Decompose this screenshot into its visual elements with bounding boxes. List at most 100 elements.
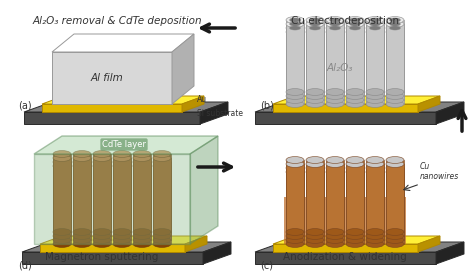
Polygon shape (273, 104, 418, 112)
Ellipse shape (53, 151, 71, 157)
Polygon shape (24, 112, 200, 124)
Ellipse shape (53, 163, 71, 169)
Text: (a): (a) (18, 101, 32, 111)
Ellipse shape (93, 237, 111, 243)
Ellipse shape (286, 16, 304, 23)
Ellipse shape (346, 237, 364, 243)
Ellipse shape (53, 155, 71, 162)
Ellipse shape (286, 233, 304, 239)
Ellipse shape (326, 240, 344, 247)
Ellipse shape (326, 165, 344, 171)
Ellipse shape (366, 237, 384, 243)
Ellipse shape (53, 229, 71, 235)
Ellipse shape (386, 165, 404, 171)
Polygon shape (113, 166, 131, 244)
Polygon shape (326, 28, 344, 100)
Ellipse shape (346, 28, 364, 35)
Ellipse shape (133, 163, 151, 169)
Ellipse shape (286, 21, 304, 27)
Polygon shape (255, 252, 436, 264)
Polygon shape (93, 158, 111, 236)
Ellipse shape (370, 18, 381, 22)
Ellipse shape (133, 233, 151, 239)
Ellipse shape (113, 240, 131, 247)
Ellipse shape (306, 161, 324, 167)
Polygon shape (133, 154, 151, 232)
Ellipse shape (346, 16, 364, 23)
Ellipse shape (326, 88, 344, 95)
Ellipse shape (366, 240, 384, 247)
Ellipse shape (386, 237, 404, 243)
Ellipse shape (93, 151, 111, 157)
Polygon shape (73, 158, 91, 236)
Ellipse shape (346, 97, 364, 104)
Ellipse shape (386, 93, 404, 99)
Ellipse shape (306, 157, 324, 163)
Polygon shape (22, 242, 231, 252)
Ellipse shape (306, 97, 324, 104)
Ellipse shape (73, 155, 91, 162)
Ellipse shape (153, 163, 171, 169)
Polygon shape (346, 32, 364, 104)
Polygon shape (93, 162, 111, 240)
Ellipse shape (306, 229, 324, 235)
Text: Al₂O₃: Al₂O₃ (327, 63, 353, 73)
Ellipse shape (326, 93, 344, 99)
Polygon shape (52, 52, 172, 104)
Polygon shape (326, 160, 344, 232)
Ellipse shape (366, 165, 384, 171)
Ellipse shape (286, 240, 304, 247)
Ellipse shape (346, 240, 364, 247)
Ellipse shape (370, 30, 381, 34)
Polygon shape (306, 160, 324, 232)
Ellipse shape (326, 169, 344, 175)
Text: (c): (c) (260, 261, 273, 271)
Ellipse shape (73, 237, 91, 243)
Polygon shape (326, 164, 344, 236)
Polygon shape (326, 172, 344, 244)
Ellipse shape (350, 26, 360, 30)
Polygon shape (366, 168, 384, 240)
Ellipse shape (390, 18, 401, 22)
Ellipse shape (286, 237, 304, 243)
Ellipse shape (306, 16, 324, 23)
Ellipse shape (113, 155, 131, 162)
Ellipse shape (53, 240, 71, 247)
Polygon shape (366, 164, 384, 236)
Polygon shape (418, 96, 440, 112)
Ellipse shape (93, 155, 111, 162)
Ellipse shape (346, 93, 364, 99)
Polygon shape (93, 154, 111, 232)
Ellipse shape (370, 26, 381, 30)
Ellipse shape (326, 161, 344, 167)
Text: (b): (b) (260, 101, 274, 111)
Ellipse shape (113, 233, 131, 239)
Polygon shape (286, 168, 304, 240)
Polygon shape (200, 102, 228, 124)
Ellipse shape (346, 229, 364, 235)
Polygon shape (306, 32, 324, 104)
Ellipse shape (290, 30, 301, 34)
Ellipse shape (310, 18, 320, 22)
Polygon shape (386, 168, 404, 240)
Ellipse shape (286, 25, 304, 32)
Ellipse shape (306, 240, 324, 247)
Polygon shape (203, 242, 231, 264)
Ellipse shape (310, 30, 320, 34)
Ellipse shape (93, 229, 111, 235)
Ellipse shape (326, 237, 344, 243)
Polygon shape (93, 166, 111, 244)
Polygon shape (346, 24, 364, 96)
Ellipse shape (326, 25, 344, 32)
Text: (d): (d) (18, 261, 32, 271)
Ellipse shape (366, 229, 384, 235)
Polygon shape (53, 154, 71, 232)
Ellipse shape (53, 158, 71, 165)
Ellipse shape (153, 229, 171, 235)
Polygon shape (133, 158, 151, 236)
Ellipse shape (386, 233, 404, 239)
Ellipse shape (93, 233, 111, 239)
Text: CdTe layer: CdTe layer (102, 140, 146, 149)
Ellipse shape (390, 22, 401, 26)
Ellipse shape (366, 16, 384, 23)
